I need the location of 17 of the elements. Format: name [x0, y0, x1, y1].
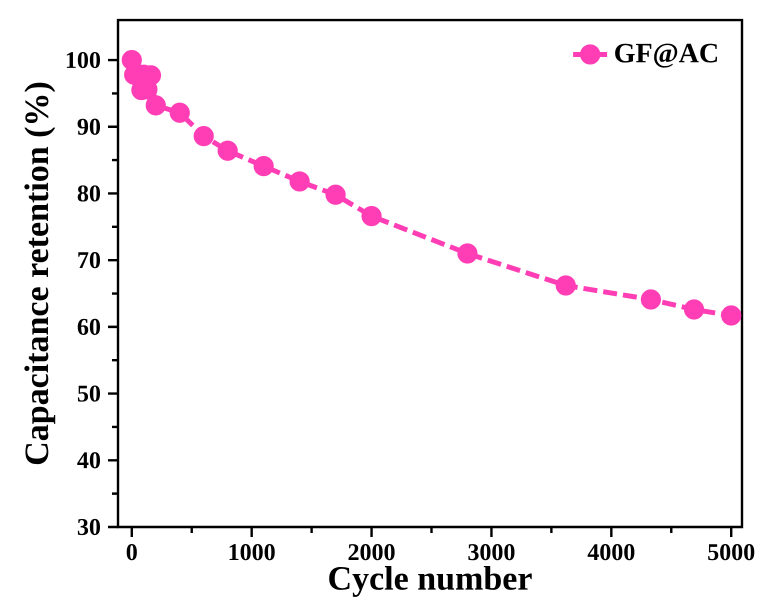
y-tick-label: 80 — [78, 186, 100, 202]
x-axis-title: Cycle number — [329, 566, 532, 598]
legend-label: GF@AC — [615, 44, 717, 68]
y-tick-label: 40 — [77, 452, 100, 469]
y-tick-label: 30 — [78, 519, 100, 536]
y-tick-label: 100 — [66, 52, 100, 68]
y-tick-label: 70 — [78, 252, 100, 268]
x-tick-label: 5000 — [708, 544, 754, 560]
x-tick-label: 0 — [126, 544, 137, 560]
y-tick-label: 60 — [78, 318, 100, 336]
y-axis-title: Capacitance retention (%) — [24, 82, 56, 464]
y-tick-label: 90 — [78, 118, 100, 136]
x-tick-label: 4000 — [588, 544, 634, 560]
x-tick-label: 3000 — [468, 544, 515, 560]
y-tick-label: 50 — [78, 386, 100, 402]
x-tick-label: 2000 — [348, 544, 395, 560]
x-tick-label: 1000 — [230, 544, 275, 560]
